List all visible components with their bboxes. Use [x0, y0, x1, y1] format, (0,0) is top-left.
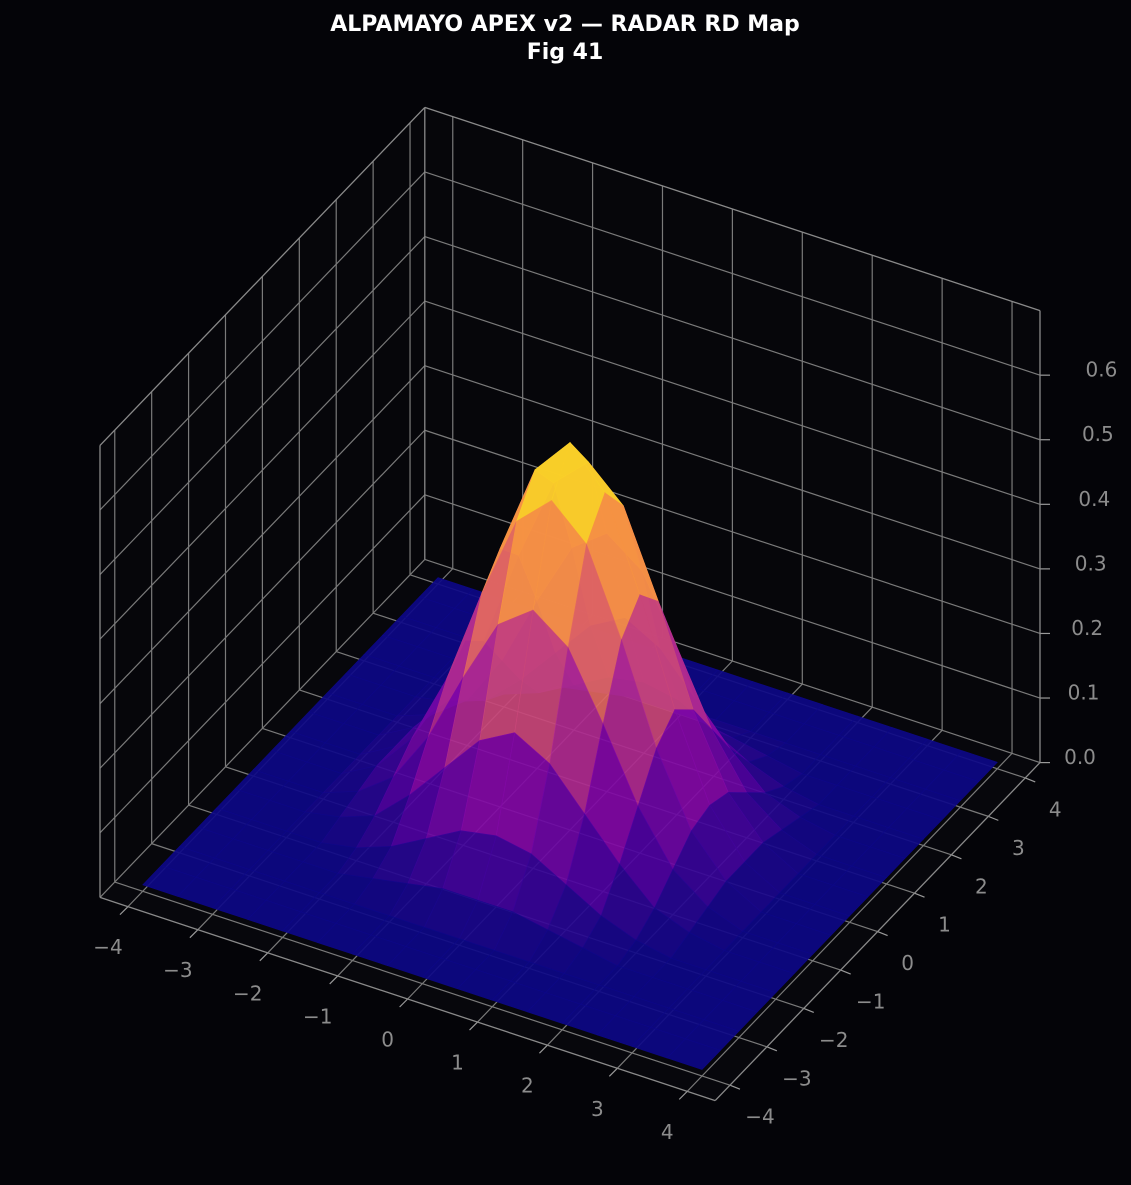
y-tick-label: −4 [745, 1105, 774, 1129]
grid-line [424, 429, 1041, 635]
tick-mark [608, 1067, 618, 1077]
grid-line [99, 365, 426, 705]
tick-mark [877, 931, 888, 937]
chart-subtitle: Fig 41 [527, 40, 604, 65]
grid-line [424, 235, 1041, 441]
chart-title: ALPAMAYO APEX v2 — RADAR RD Map [330, 12, 799, 37]
grid-line [99, 558, 426, 898]
tick-mark [766, 1046, 778, 1052]
grid-line [99, 494, 426, 834]
y-tick-label: 0 [901, 951, 914, 975]
z-tick-label: 0.3 [1075, 551, 1107, 575]
tick-mark [951, 854, 962, 860]
tick-mark [988, 815, 999, 821]
z-tick-label: 0.4 [1078, 487, 1110, 511]
grid-line [114, 881, 731, 1086]
x-tick-label: 0 [381, 1028, 394, 1052]
tick-mark [119, 906, 129, 916]
z-tick-label: 0.1 [1068, 681, 1100, 705]
grid-line [99, 171, 426, 511]
tick-mark [469, 1021, 478, 1031]
tick-mark [189, 929, 199, 939]
tick-mark [399, 998, 409, 1008]
tick-mark [678, 1090, 688, 1100]
axis-edge [99, 106, 426, 446]
tick-mark [729, 1084, 741, 1090]
surface-cell [666, 1038, 722, 1070]
x-tick-label: 1 [451, 1051, 464, 1075]
tick-mark [538, 1044, 548, 1054]
tick-mark [259, 952, 269, 962]
z-tick-label: 0.5 [1082, 422, 1114, 446]
z-tick-label: 0.0 [1064, 745, 1096, 769]
z-tick-label: 0.6 [1086, 358, 1118, 382]
x-tick-label: 3 [591, 1097, 604, 1121]
grid-line [99, 300, 426, 640]
axis-edge [424, 106, 1041, 312]
grid-line [424, 300, 1041, 505]
grid-line [99, 429, 426, 769]
tick-mark [840, 969, 851, 975]
y-tick-label: −2 [819, 1028, 848, 1052]
y-tick-label: −1 [856, 990, 885, 1014]
y-tick-label: 4 [1049, 797, 1062, 821]
z-tick-label: 0.2 [1071, 616, 1103, 640]
tick-mark [329, 975, 339, 985]
y-tick-label: 3 [1012, 836, 1025, 860]
tick-mark [803, 1007, 815, 1013]
x-tick-label: −2 [233, 981, 262, 1005]
x-tick-label: −1 [303, 1004, 332, 1028]
axis-edge [99, 896, 716, 1102]
grid-line [424, 171, 1041, 376]
y-tick-label: 2 [975, 874, 988, 898]
grid-line [99, 236, 426, 575]
tick-mark [914, 892, 925, 898]
x-tick-label: −4 [93, 935, 122, 959]
axis-edge [714, 762, 1041, 1102]
tick-mark [1025, 777, 1036, 783]
grid-line [424, 365, 1041, 570]
y-tick-label: −3 [782, 1066, 811, 1090]
x-tick-label: 2 [521, 1074, 534, 1098]
x-tick-label: 4 [661, 1120, 674, 1144]
x-tick-label: −3 [163, 958, 192, 982]
y-tick-label: 1 [938, 913, 951, 937]
